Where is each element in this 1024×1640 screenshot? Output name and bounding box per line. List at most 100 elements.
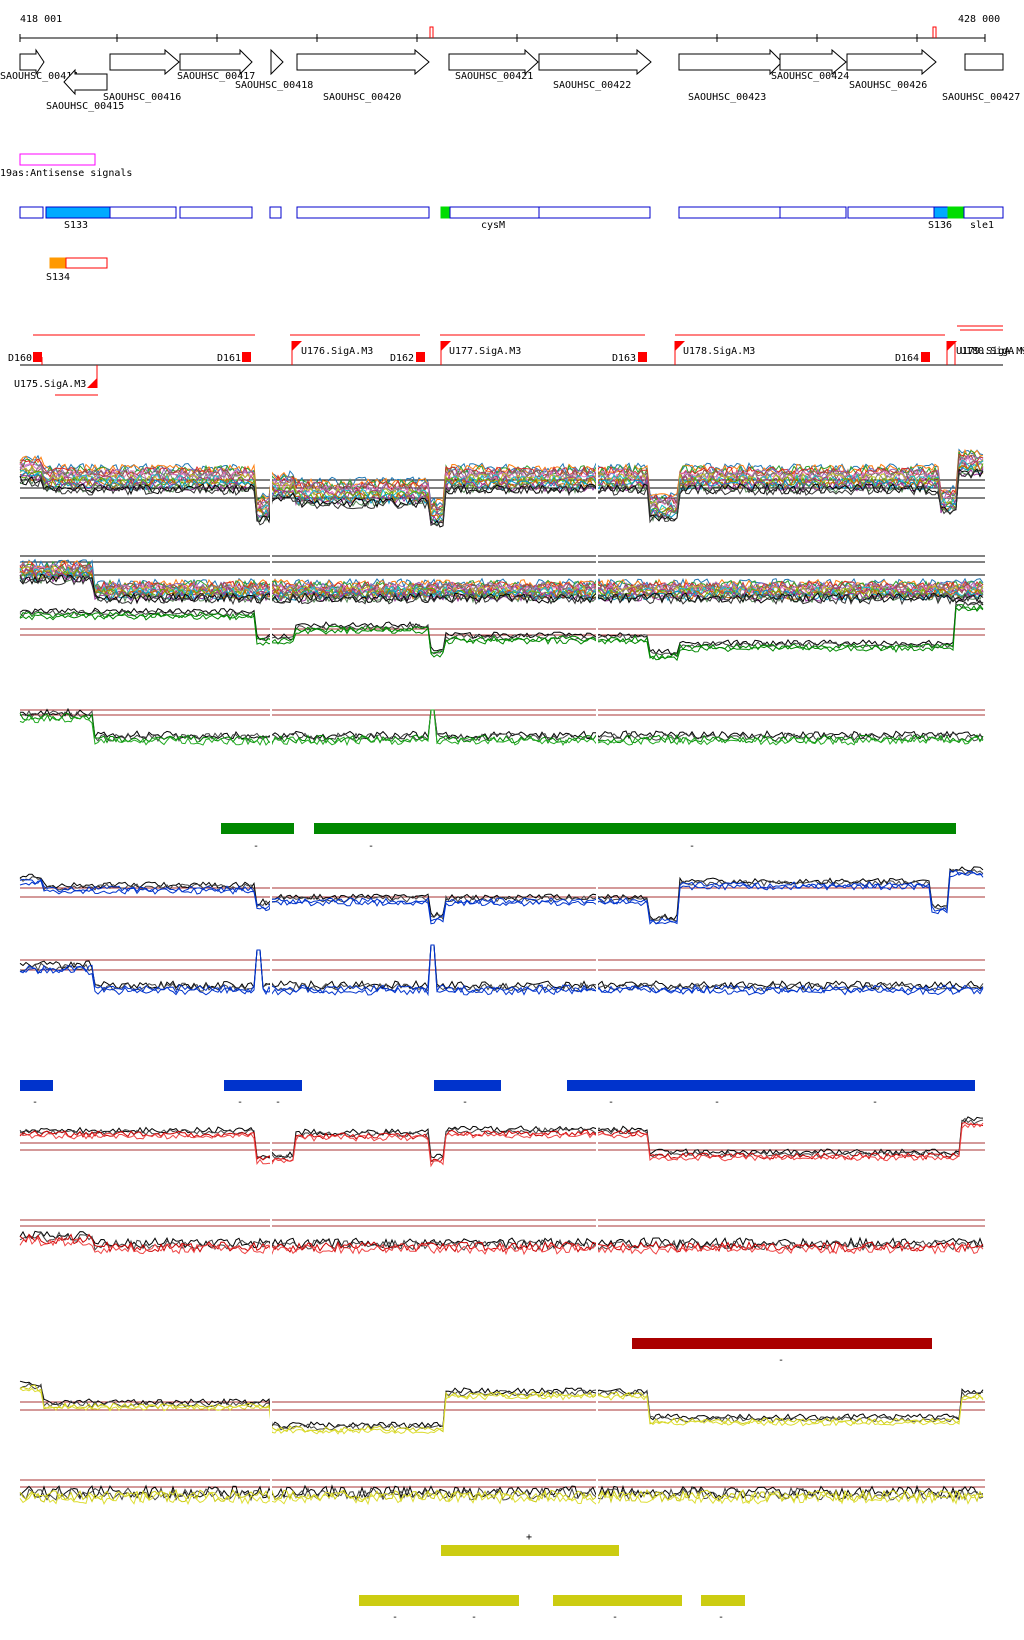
gene-SAOUHSC_00423[interactable]: SAOUHSC_00423 — [678, 48, 783, 103]
svg-text:SAOUHSC_00423: SAOUHSC_00423 — [688, 92, 766, 103]
promoter-label[interactable]: U178.SigA.M3 — [683, 346, 755, 357]
bar-sign: - — [462, 1097, 468, 1108]
condition-bar-blue[interactable] — [434, 1080, 501, 1091]
gene-SAOUHSC_00427[interactable]: SAOUHSC_00427 — [942, 53, 1020, 103]
condition-bar-green[interactable] — [221, 823, 294, 834]
svg-text:SAOUHSC_00416: SAOUHSC_00416 — [103, 92, 181, 103]
feature-box[interactable] — [269, 206, 282, 219]
condition-bar-yellow[interactable] — [701, 1595, 745, 1606]
end-coordinate: 428 000 — [958, 14, 1000, 25]
antisense-track: 19as:Antisense signals — [0, 153, 132, 179]
feature-box[interactable] — [19, 206, 44, 219]
svg-text:SAOUHSC_00415: SAOUHSC_00415 — [46, 101, 124, 112]
svg-text:SAOUHSC_00426: SAOUHSC_00426 — [849, 80, 927, 91]
feature-box[interactable] — [847, 206, 935, 219]
bar-sign: - — [392, 1612, 398, 1623]
condition-bar-yellow[interactable] — [441, 1545, 619, 1556]
antisense-signal[interactable] — [19, 153, 96, 166]
feature-box-red[interactable] — [65, 257, 108, 269]
condition-bars: - - - - - - - - - - - + - - - - — [20, 823, 975, 1623]
feature-label: S136 — [928, 220, 952, 231]
bar-sign: - — [714, 1097, 720, 1108]
feature-green-marker[interactable] — [440, 206, 451, 219]
svg-text:SAOUHSC_00420: SAOUHSC_00420 — [323, 92, 401, 103]
bar-sign: - — [368, 841, 374, 852]
svg-text:SAOUHSC_00422: SAOUHSC_00422 — [553, 80, 631, 91]
expression-track-yellow-2 — [19, 1465, 985, 1520]
gene-SAOUHSC_00420[interactable]: SAOUHSC_00420 — [296, 48, 430, 103]
condition-bar-blue[interactable] — [20, 1080, 53, 1091]
bar-sign: - — [253, 841, 259, 852]
condition-bar-blue[interactable] — [567, 1080, 975, 1091]
expression-track-red-2 — [19, 1210, 985, 1260]
expression-tracks — [19, 440, 985, 1520]
feature-box[interactable] — [538, 206, 651, 219]
gene-SAOUHSC_00422[interactable]: SAOUHSC_00422 — [538, 48, 652, 91]
gene-SAOUHSC_00415[interactable]: SAOUHSC_00415 — [46, 68, 124, 112]
svg-text:SAOUHSC_00424: SAOUHSC_00424 — [771, 71, 849, 82]
start-coordinate: 418 001 — [20, 14, 62, 25]
condition-bar-blue[interactable] — [224, 1080, 302, 1091]
gene-SAOUHSC_00421[interactable]: SAOUHSC_00421 — [448, 48, 539, 82]
gene-track: SAOUHSC_00414 SAOUHSC_00415 SAOUHSC_0041… — [0, 48, 1020, 112]
bar-sign: - — [872, 1097, 878, 1108]
feature-label: S133 — [64, 220, 88, 231]
svg-text:SAOUHSC_00418: SAOUHSC_00418 — [235, 80, 313, 91]
gene-SAOUHSC_00414[interactable]: SAOUHSC_00414 — [0, 48, 78, 82]
feature-box[interactable] — [779, 206, 847, 219]
condition-bar-darkred[interactable] — [632, 1338, 932, 1349]
svg-text:SAOUHSC_00417: SAOUHSC_00417 — [177, 71, 255, 82]
bar-sign: - — [778, 1355, 784, 1366]
bar-sign: - — [275, 1097, 281, 1108]
expression-track-green-2 — [19, 700, 985, 750]
condition-bar-green[interactable] — [314, 823, 956, 834]
feature-box[interactable] — [109, 206, 177, 219]
condition-bar-yellow[interactable] — [359, 1595, 519, 1606]
bar-sign: - — [718, 1612, 724, 1623]
condition-bar-yellow[interactable] — [553, 1595, 682, 1606]
promoter-label[interactable]: D164 — [895, 353, 919, 364]
expression-track-blue-1 — [19, 866, 985, 930]
bar-sign: - — [471, 1612, 477, 1623]
feature-S134[interactable] — [49, 257, 67, 269]
bar-sign: - — [612, 1612, 618, 1623]
promoter-track: D160 D161 U176.SigA.M3 D162 U177.SigA.M3… — [8, 325, 1024, 396]
promoter-label[interactable]: D160 — [8, 353, 32, 364]
promoter-label[interactable]: U180.SigA.M3 — [960, 346, 1024, 357]
feature-label: S134 — [46, 272, 70, 283]
gene-SAOUHSC_00424[interactable]: SAOUHSC_00424 — [771, 48, 849, 82]
feature-box[interactable] — [179, 206, 253, 219]
gene-SAOUHSC_00417[interactable]: SAOUHSC_00417 — [177, 48, 255, 82]
expression-track-green-1 — [19, 599, 985, 665]
promoter-label[interactable]: U175.SigA.M3 — [14, 379, 86, 390]
feature-box[interactable] — [296, 206, 430, 219]
feature-S136[interactable] — [933, 206, 949, 219]
gene-SAOUHSC_00418[interactable]: SAOUHSC_00418 — [235, 48, 313, 91]
feature-green-marker[interactable] — [947, 206, 965, 219]
feature-sle1[interactable] — [963, 206, 1004, 219]
feature-S133[interactable] — [45, 206, 111, 219]
expression-track-blue-2 — [19, 940, 985, 1010]
bar-sign: - — [689, 841, 695, 852]
promoter-label[interactable]: D163 — [612, 353, 636, 364]
svg-text:SAOUHSC_00427: SAOUHSC_00427 — [942, 92, 1020, 103]
coordinate-ruler: 418 001 428 000 — [19, 14, 1000, 42]
gene-SAOUHSC_00416[interactable]: SAOUHSC_00416 — [103, 48, 181, 103]
expression-track-multi-1 — [19, 440, 985, 528]
feature-label: sle1 — [970, 220, 994, 231]
promoter-label[interactable]: U177.SigA.M3 — [449, 346, 521, 357]
promoter-label[interactable]: D161 — [217, 353, 241, 364]
feature-track: S133 cysM S136 sle1 S134 — [19, 206, 1004, 283]
expression-track-yellow-1 — [19, 1372, 985, 1445]
feature-box[interactable] — [678, 206, 781, 219]
promoter-label[interactable]: U176.SigA.M3 — [301, 346, 373, 357]
expression-track-red-1 — [19, 1115, 985, 1180]
gene-SAOUHSC_00426[interactable]: SAOUHSC_00426 — [846, 48, 937, 91]
bar-sign: - — [608, 1097, 614, 1108]
promoter-label[interactable]: U179.SigA.M3 — [956, 346, 1024, 357]
bar-sign: + — [526, 1532, 532, 1543]
svg-text:SAOUHSC_00414: SAOUHSC_00414 — [0, 71, 78, 82]
feature-cysM[interactable] — [449, 206, 540, 219]
promoter-label[interactable]: D162 — [390, 353, 414, 364]
